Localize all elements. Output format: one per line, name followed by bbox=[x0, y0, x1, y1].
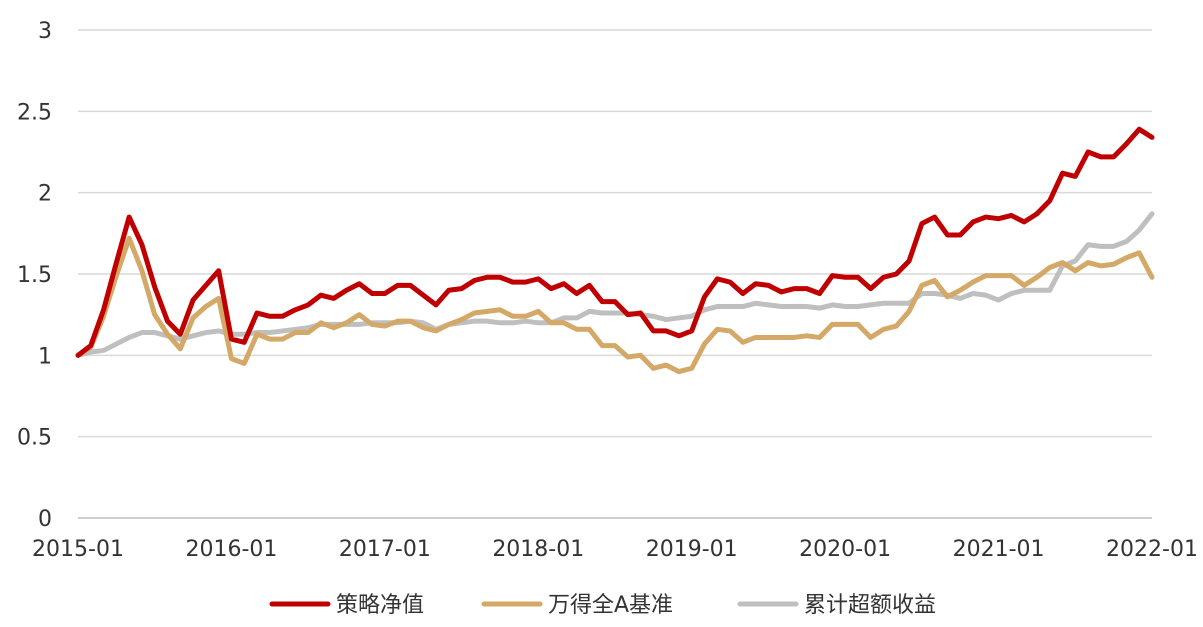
x-tick-label-2020-01: 2020-01 bbox=[799, 537, 891, 562]
series-line-3 bbox=[75, 211, 1155, 358]
x-tick-label-2019-01: 2019-01 bbox=[646, 537, 738, 562]
grid-lines bbox=[78, 29, 1152, 438]
legend-label-1: 策略净值 bbox=[336, 593, 424, 618]
legend: 策略净值 万得全A基准 累计超额收益 bbox=[269, 593, 936, 618]
legend-item-1: 策略净值 bbox=[269, 593, 424, 618]
legend-item-3: 累计超额收益 bbox=[737, 593, 936, 618]
x-tick-label-2017-01: 2017-01 bbox=[339, 537, 431, 562]
y-axis-tick-labels: 0 0.5 1 1.5 2 2.5 3 bbox=[17, 19, 52, 532]
legend-label-3: 累计超额收益 bbox=[804, 593, 936, 618]
y-tick-label-3: 3 bbox=[38, 19, 52, 44]
x-tick-label-2015-01: 2015-01 bbox=[32, 537, 124, 562]
legend-label-2: 万得全A基准 bbox=[548, 593, 673, 618]
series-lines bbox=[75, 126, 1155, 375]
y-tick-label-0: 0 bbox=[38, 507, 52, 532]
legend-item-2: 万得全A基准 bbox=[481, 593, 673, 618]
y-tick-label-2: 2 bbox=[38, 182, 52, 207]
x-axis-tick-labels: 2015-01 2016-01 2017-01 2018-01 2019-01 2020-… bbox=[32, 537, 1198, 562]
x-tick-label-2018-01: 2018-01 bbox=[492, 537, 584, 562]
series-line-2 bbox=[75, 235, 1155, 375]
y-tick-label-2.5: 2.5 bbox=[17, 100, 52, 125]
x-tick-label-2021-01: 2021-01 bbox=[953, 537, 1045, 562]
x-tick-label-2016-01: 2016-01 bbox=[185, 537, 277, 562]
y-tick-label-1: 1 bbox=[38, 344, 52, 369]
y-tick-label-0.5: 0.5 bbox=[17, 426, 52, 451]
y-tick-label-1.5: 1.5 bbox=[17, 263, 52, 288]
x-tick-label-2022-01: 2022-01 bbox=[1106, 537, 1198, 562]
series-line-1 bbox=[75, 126, 1155, 358]
